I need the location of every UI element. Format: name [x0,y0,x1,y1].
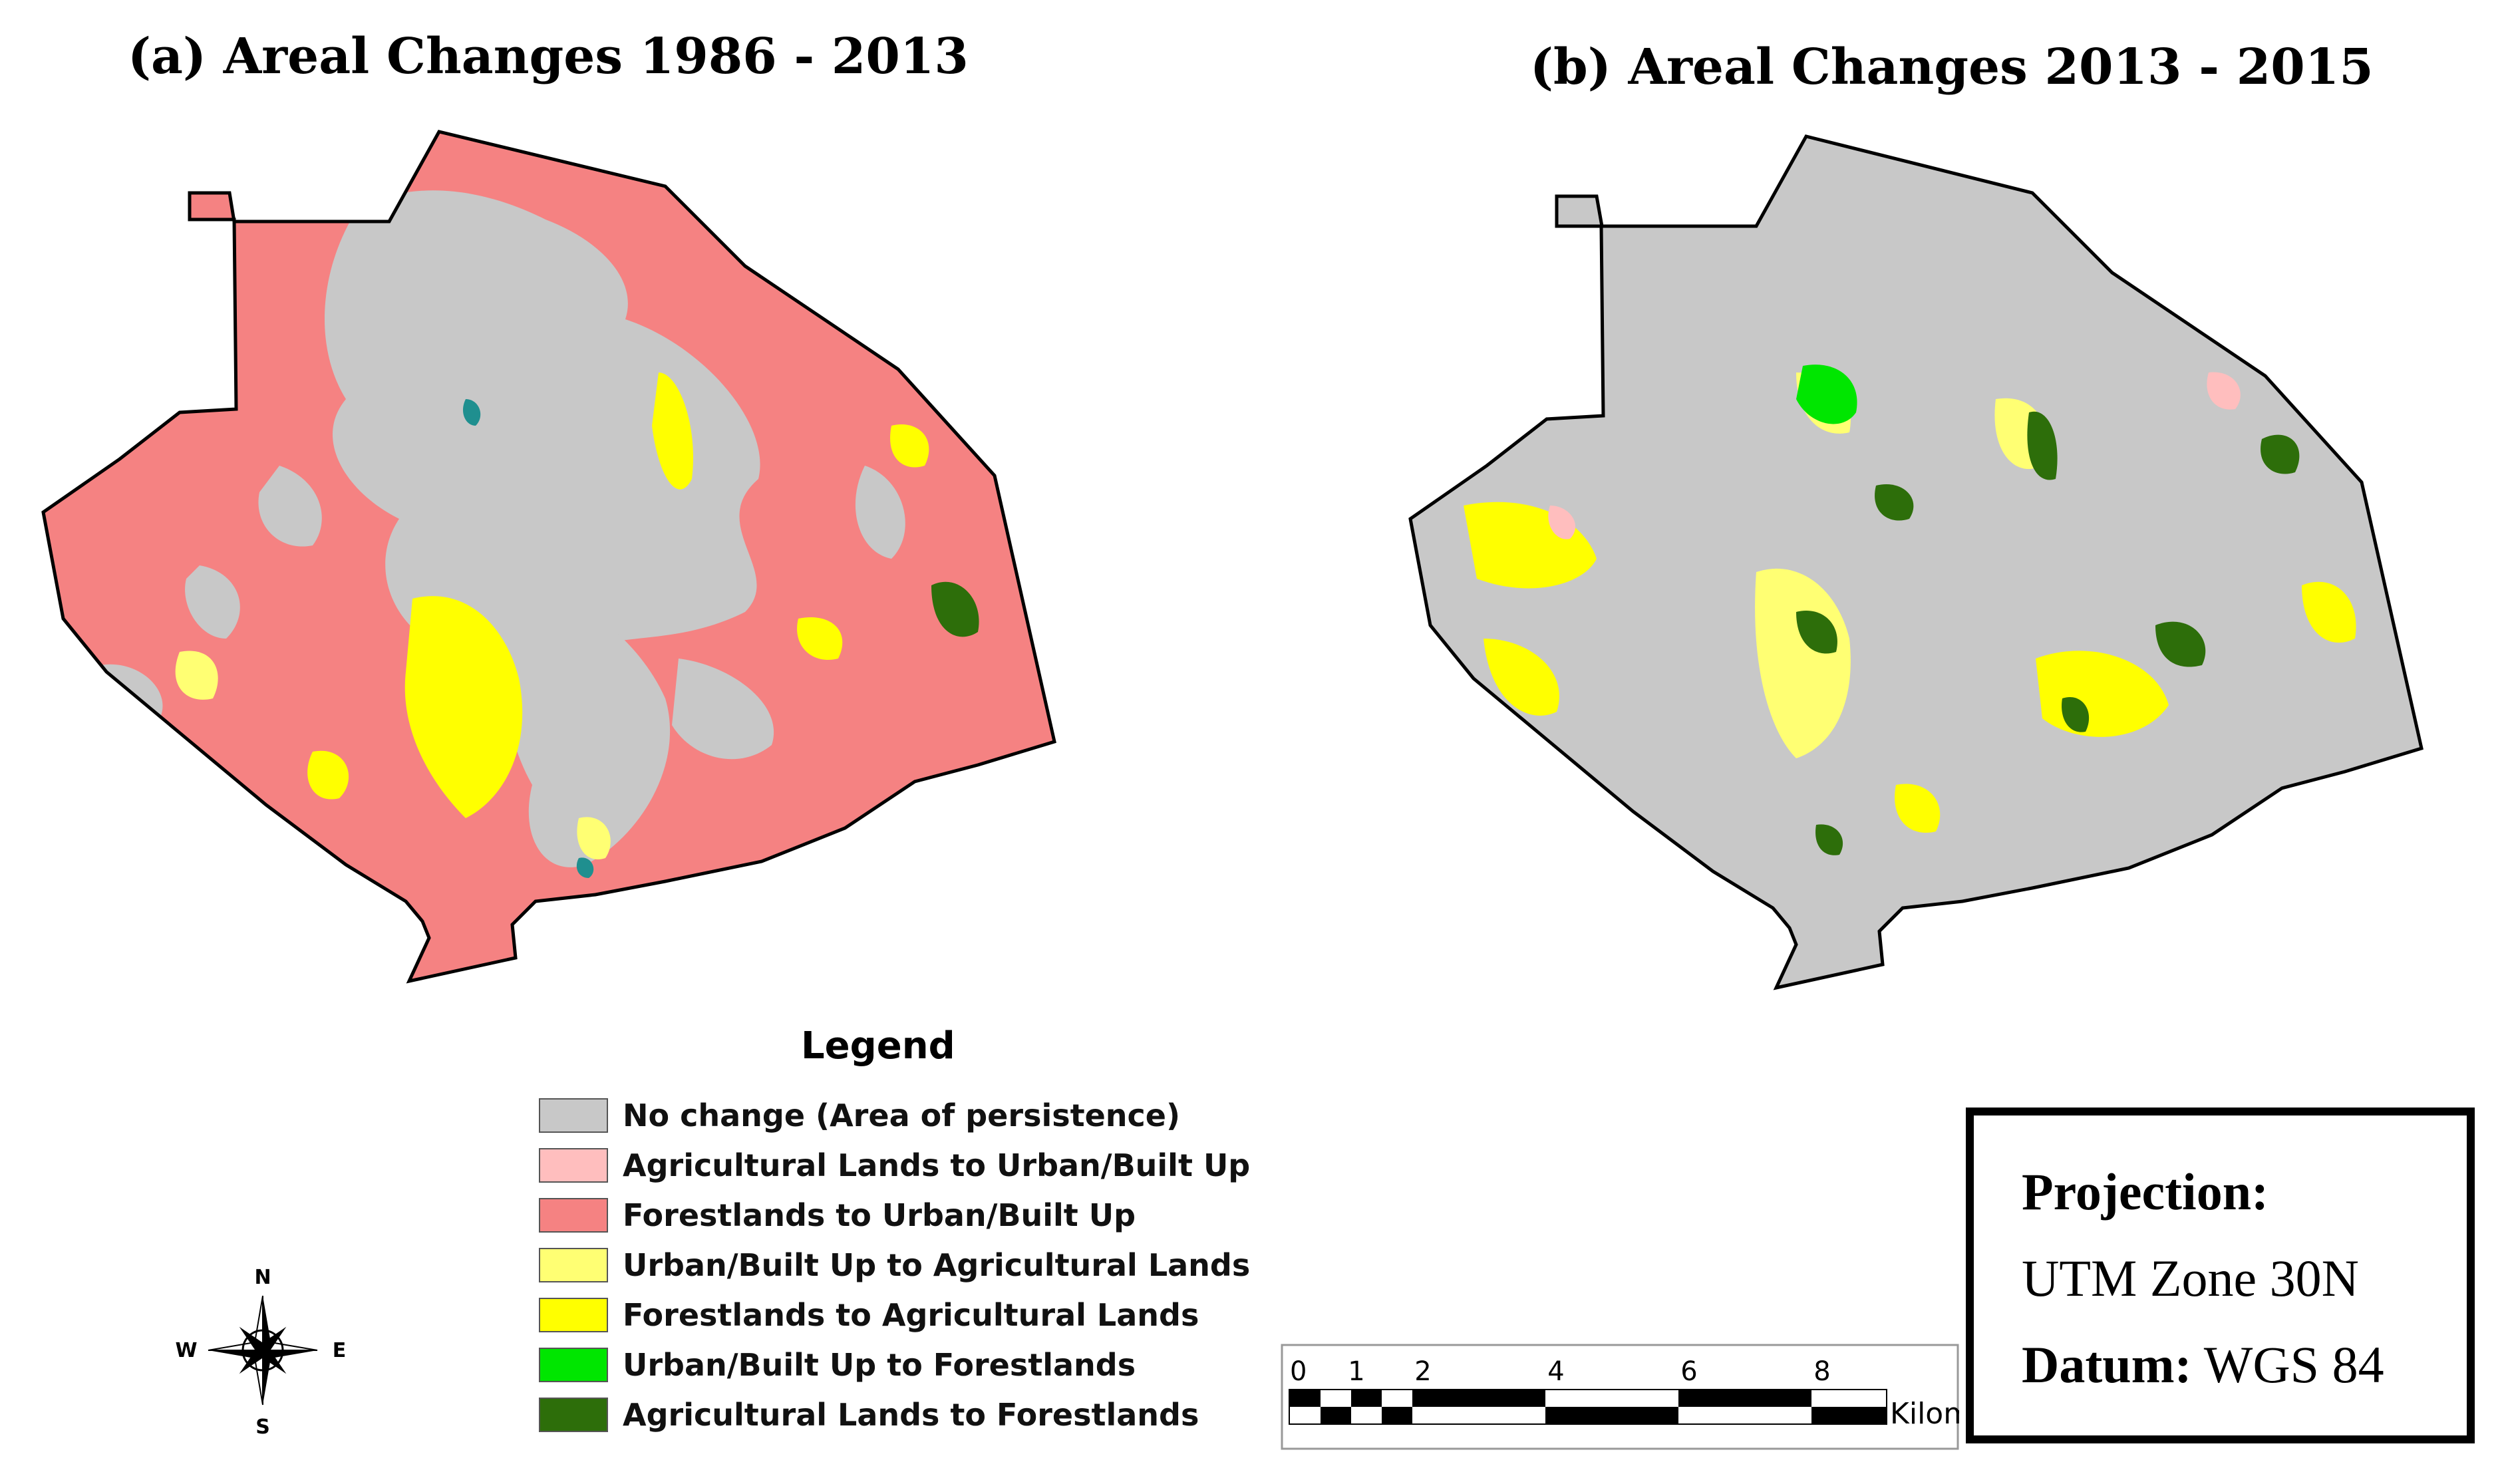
map-panel-b [1408,134,2424,990]
legend-item: Urban/Built Up to Agricultural Lands [539,1246,1250,1284]
north-arrow-icon: N S E W [175,1266,347,1437]
datum-label: Datum: [2022,1336,2192,1394]
legend-label: No change (Area of persistence) [623,1098,1181,1133]
legend-swatch [539,1348,608,1382]
scale-tick-label: 1 [1348,1356,1364,1387]
legend-swatch [539,1398,608,1432]
north-label: N [254,1266,271,1289]
legend-title: Legend [801,1024,955,1068]
legend-swatch [539,1298,608,1332]
legend-label: Agricultural Lands to Forestlands [623,1397,1199,1433]
legend-item: Agricultural Lands to Forestlands [539,1396,1199,1434]
panel-b-title: (b) Areal Changes 2013 - 2015 [1530,39,2374,96]
scale-tick-label: 8 [1813,1356,1830,1387]
projection-box: Projection: UTM Zone 30N Datum: WGS 84 [1966,1108,2475,1443]
legend-label: Forestlands to Urban/Built Up [623,1197,1136,1233]
legend-label: Urban/Built Up to Agricultural Lands [623,1247,1251,1283]
projection-label: Projection: [2022,1163,2269,1221]
legend-label: Urban/Built Up to Forestlands [623,1347,1136,1383]
legend-swatch [539,1248,608,1282]
legend-item: Agricultural Lands to Urban/Built Up [539,1146,1250,1185]
south-label: S [255,1415,270,1437]
legend-swatch [539,1148,608,1183]
datum-value: WGS 84 [2203,1336,2384,1394]
panel-a-title: (a) Areal Changes 1986 - 2013 [128,28,969,85]
legend-swatch [539,1198,608,1233]
legend-item: Forestlands to Agricultural Lands [539,1296,1199,1334]
west-label: W [175,1339,197,1362]
projection-value: UTM Zone 30N [2022,1249,2359,1307]
scale-tick-label: 2 [1414,1356,1431,1387]
scale-tick-label: 6 [1680,1356,1697,1387]
legend-item: Urban/Built Up to Forestlands [539,1346,1136,1384]
east-label: E [333,1339,347,1362]
scale-bar: 0 1 2 4 6 8 Kilometers [1281,1344,1959,1450]
map-panel-a [41,130,1056,984]
scale-unit: Kilometers [1890,1397,1959,1431]
legend-item: No change (Area of persistence) [539,1096,1180,1135]
legend-item: Forestlands to Urban/Built Up [539,1196,1136,1235]
datum-row: Datum: WGS 84 [2022,1335,2384,1395]
legend-swatch [539,1098,608,1133]
legend-label: Agricultural Lands to Urban/Built Up [623,1147,1251,1183]
scale-ticks: 0 1 2 4 6 8 [1290,1356,1831,1387]
scale-tick-label: 4 [1547,1356,1564,1387]
scale-segments [1290,1390,1886,1423]
legend-label: Forestlands to Agricultural Lands [623,1297,1199,1333]
scale-tick-label: 0 [1290,1356,1307,1387]
